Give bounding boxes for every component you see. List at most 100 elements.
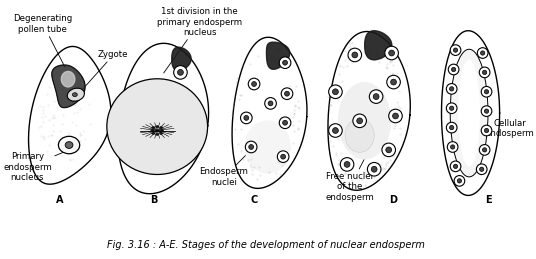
Ellipse shape [332, 128, 338, 133]
Ellipse shape [72, 93, 77, 97]
Ellipse shape [159, 132, 163, 135]
Text: Primary
endosperm
nucleus: Primary endosperm nucleus [3, 151, 66, 182]
Ellipse shape [389, 109, 402, 123]
Ellipse shape [458, 60, 480, 167]
Ellipse shape [478, 48, 488, 58]
Ellipse shape [241, 112, 252, 124]
Ellipse shape [151, 129, 154, 132]
Ellipse shape [248, 78, 260, 90]
Ellipse shape [446, 122, 457, 133]
Ellipse shape [65, 142, 73, 148]
Ellipse shape [450, 87, 454, 91]
Ellipse shape [387, 75, 400, 89]
Ellipse shape [251, 82, 257, 87]
Ellipse shape [448, 142, 458, 152]
Ellipse shape [479, 67, 490, 78]
Ellipse shape [450, 125, 454, 130]
Polygon shape [364, 31, 392, 60]
Ellipse shape [392, 113, 398, 119]
Text: Zygote: Zygote [80, 51, 129, 93]
Ellipse shape [480, 167, 484, 171]
Ellipse shape [448, 64, 459, 75]
Text: Degenerating
pollen tube: Degenerating pollen tube [13, 14, 72, 67]
Polygon shape [328, 32, 410, 190]
Ellipse shape [446, 103, 457, 113]
Ellipse shape [352, 52, 358, 58]
Ellipse shape [348, 48, 362, 62]
Ellipse shape [479, 145, 490, 155]
Ellipse shape [160, 129, 163, 132]
Ellipse shape [450, 45, 461, 55]
Ellipse shape [329, 124, 342, 137]
Polygon shape [52, 65, 85, 108]
Ellipse shape [282, 120, 287, 125]
Ellipse shape [450, 161, 461, 172]
Ellipse shape [450, 106, 454, 110]
Ellipse shape [450, 145, 455, 149]
Ellipse shape [482, 70, 487, 75]
Ellipse shape [329, 85, 342, 98]
Ellipse shape [282, 60, 287, 65]
Ellipse shape [279, 117, 291, 128]
Polygon shape [61, 71, 75, 87]
Text: E: E [485, 195, 492, 205]
Ellipse shape [391, 79, 397, 85]
Polygon shape [232, 37, 307, 188]
Ellipse shape [279, 57, 291, 69]
Text: Free nuclei
of the
endosperm: Free nuclei of the endosperm [325, 143, 374, 202]
Ellipse shape [451, 67, 456, 71]
Ellipse shape [485, 90, 489, 94]
Text: C: C [250, 195, 258, 205]
Ellipse shape [159, 126, 163, 129]
Ellipse shape [481, 125, 492, 136]
Text: Endosperm
nuclei: Endosperm nuclei [199, 149, 252, 187]
Ellipse shape [281, 88, 293, 99]
Ellipse shape [152, 132, 155, 135]
Ellipse shape [457, 179, 461, 183]
Ellipse shape [268, 101, 273, 106]
Text: B: B [151, 195, 158, 205]
Ellipse shape [453, 164, 458, 168]
Ellipse shape [367, 162, 381, 176]
Text: Fig. 3.16 : A-E. Stages of the development of nuclear endosperm: Fig. 3.16 : A-E. Stages of the developme… [107, 240, 425, 250]
Ellipse shape [453, 48, 458, 52]
Ellipse shape [107, 79, 207, 175]
Ellipse shape [338, 82, 391, 160]
Ellipse shape [67, 88, 84, 101]
Ellipse shape [369, 90, 383, 103]
Polygon shape [172, 47, 191, 70]
Ellipse shape [245, 141, 257, 153]
Polygon shape [28, 46, 111, 184]
Ellipse shape [446, 83, 457, 94]
Ellipse shape [177, 69, 183, 75]
Text: Cellular
endosperm: Cellular endosperm [486, 119, 534, 138]
Ellipse shape [345, 118, 374, 152]
Ellipse shape [58, 136, 80, 154]
Ellipse shape [371, 166, 377, 172]
Ellipse shape [281, 154, 286, 159]
Ellipse shape [285, 91, 289, 96]
Ellipse shape [389, 50, 394, 56]
Text: A: A [56, 195, 63, 205]
Ellipse shape [353, 114, 367, 128]
Ellipse shape [482, 148, 487, 152]
Ellipse shape [332, 89, 338, 95]
Ellipse shape [485, 109, 489, 113]
Ellipse shape [244, 116, 249, 120]
Ellipse shape [357, 118, 362, 124]
Text: 1st division in the
primary endosperm
nucleus: 1st division in the primary endosperm nu… [157, 7, 242, 73]
Ellipse shape [155, 133, 159, 136]
Ellipse shape [385, 46, 398, 60]
Ellipse shape [277, 151, 289, 162]
Ellipse shape [382, 143, 396, 157]
Ellipse shape [344, 162, 350, 167]
Polygon shape [442, 31, 500, 196]
Ellipse shape [450, 49, 488, 177]
Ellipse shape [265, 98, 277, 109]
Ellipse shape [155, 125, 159, 128]
Ellipse shape [373, 94, 379, 99]
Polygon shape [266, 42, 290, 69]
Ellipse shape [174, 66, 187, 79]
Ellipse shape [481, 51, 485, 55]
Ellipse shape [244, 120, 291, 174]
